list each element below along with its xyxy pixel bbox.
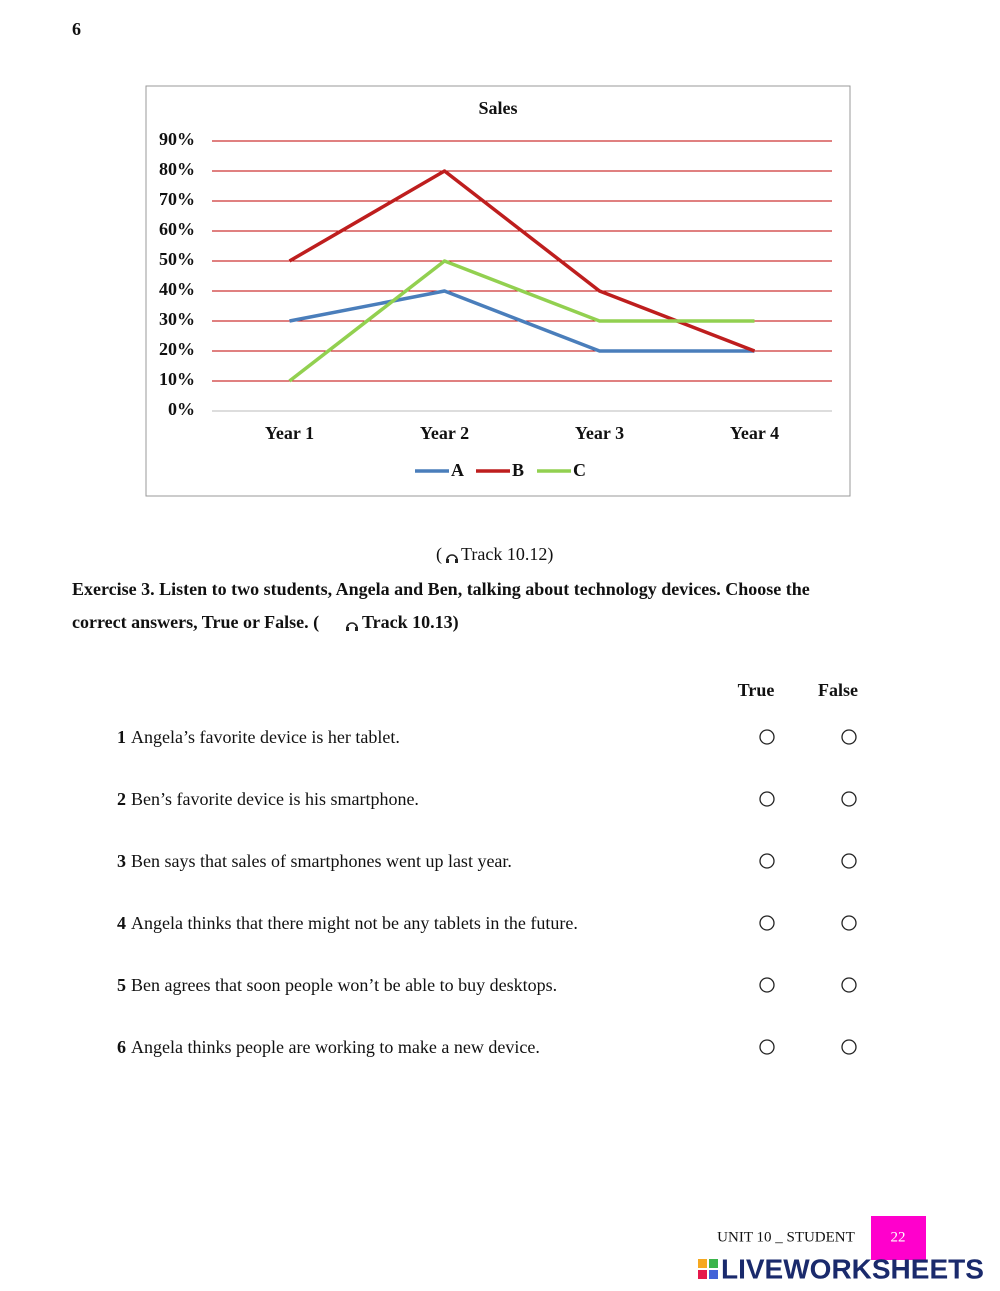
page-badge [871, 1216, 926, 1260]
track-note: ( Track 10.12) [436, 544, 553, 565]
question-number: 1 [117, 727, 126, 747]
answer-radio[interactable] [841, 1039, 857, 1055]
x-tick-label: Year 2 [420, 423, 469, 443]
question-number: 4 [117, 913, 126, 933]
question-text: Ben’s favorite device is his smartphone. [131, 789, 419, 809]
y-tick-label: 50% [159, 249, 195, 269]
chart-title: Sales [478, 98, 517, 118]
answer-radio[interactable] [759, 853, 775, 869]
y-tick-label: 20% [159, 339, 195, 359]
legend-label: C [573, 460, 586, 480]
track-open: ( [436, 544, 442, 565]
question-number: 5 [117, 975, 126, 995]
series-line [289, 289, 755, 353]
footer-page: 22 [891, 1229, 906, 1245]
x-tick-label: Year 4 [730, 423, 779, 443]
y-tick-label: 30% [159, 309, 195, 329]
question: 3 Ben says that sales of smartphones went… [117, 851, 512, 871]
answer-radio[interactable] [841, 915, 857, 931]
y-tick-label: 70% [159, 189, 195, 209]
y-tick-label: 0% [168, 399, 195, 419]
question-number: 2 [117, 789, 126, 809]
question-text: Angela thinks that there might not be an… [131, 913, 578, 933]
question-text: Ben agrees that soon people won’t be abl… [131, 975, 557, 995]
question-number: 6 [117, 1037, 126, 1057]
x-tick-label: Year 1 [265, 423, 314, 443]
instruction: correct answers, True or False. ( [72, 612, 319, 633]
question-text: Ben says that sales of smartphones went … [131, 851, 512, 871]
answer-radio[interactable] [841, 977, 857, 993]
question-text: Angela’s favorite device is her tablet. [131, 727, 400, 747]
y-tick-label: 80% [159, 159, 195, 179]
question: 4 Angela thinks that there might not be a… [117, 913, 578, 933]
answer-radio[interactable] [841, 729, 857, 745]
legend-label: A [451, 460, 464, 480]
track-text: Track 10.12) [461, 544, 553, 565]
question: 1 Angela’s favorite device is her tablet. [117, 727, 400, 747]
answer-radio[interactable] [841, 853, 857, 869]
question-text: Angela thinks people are working to make… [131, 1037, 540, 1057]
answer-radio[interactable] [759, 915, 775, 931]
question-number: 3 [117, 851, 126, 871]
column-header: False [818, 680, 858, 700]
answer-radio[interactable] [759, 791, 775, 807]
brand: LIVEWORKSHEETS [721, 1253, 984, 1284]
y-tick-label: 90% [159, 129, 195, 149]
footer-unit: UNIT 10 _ STUDENT [717, 1229, 855, 1245]
question: 6 Angela thinks people are working to mak… [117, 1037, 540, 1057]
answer-radio[interactable] [759, 977, 775, 993]
column-header: True [738, 680, 775, 700]
instruction: Exercise 3. Listen to two students, Ange… [72, 579, 810, 599]
headphone-icon [346, 622, 358, 631]
track-text: Track 10.13) [362, 612, 459, 633]
legend-label: B [512, 460, 524, 480]
brand-icon [698, 1259, 718, 1279]
series-line [288, 259, 755, 383]
y-tick-label: 60% [159, 219, 195, 239]
x-tick-label: Year 3 [575, 423, 624, 443]
y-tick-label: 10% [159, 369, 195, 389]
headphone-icon [446, 554, 458, 563]
answer-radio[interactable] [841, 791, 857, 807]
answer-radio[interactable] [759, 729, 775, 745]
question: 2 Ben’s favorite device is his smartphone… [117, 789, 419, 809]
question: 5 Ben agrees that soon people won’t be ab… [117, 975, 557, 995]
y-tick-label: 40% [159, 279, 195, 299]
page-number: 6 [72, 19, 81, 39]
answer-radio[interactable] [759, 1039, 775, 1055]
